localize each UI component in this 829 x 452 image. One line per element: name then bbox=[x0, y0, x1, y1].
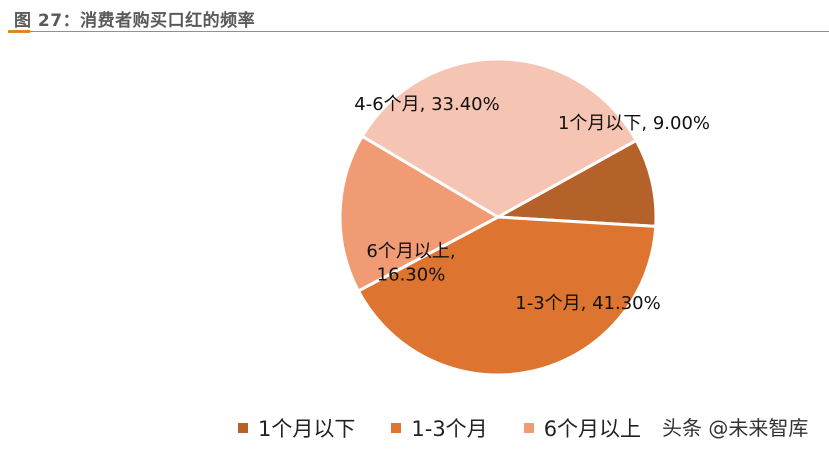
chart-legend: 1个月以下 1-3个月 6个月以上 bbox=[238, 412, 677, 444]
watermark-text: 头条 @未来智库 bbox=[662, 416, 809, 440]
legend-label: 1个月以下 bbox=[258, 417, 356, 441]
title-rule bbox=[8, 31, 829, 32]
pie-slice-1-3-months bbox=[356, 215, 658, 377]
slice-data-label: 6个月以上, 16.30% bbox=[366, 241, 455, 285]
pie-slice-over-6-months bbox=[338, 134, 500, 293]
legend-label: 6个月以上 bbox=[543, 417, 642, 441]
legend-label: 1-3个月 bbox=[411, 417, 488, 441]
pie-slice-4-6-months bbox=[360, 57, 638, 219]
legend-swatch bbox=[391, 423, 402, 433]
legend-swatch bbox=[523, 423, 534, 433]
legend-swatch bbox=[238, 423, 248, 433]
legend-item-over-6-months: 6个月以上 bbox=[523, 413, 642, 443]
figure-title: 图 27：消费者购买口红的频率 bbox=[14, 11, 256, 31]
slice-data-label: 1个月以下, 9.00% bbox=[558, 113, 710, 134]
slice-data-label: 4-6个月, 33.40% bbox=[354, 94, 499, 115]
legend-item-1-3-months: 1-3个月 bbox=[391, 413, 488, 443]
pie-slice-under-1-month bbox=[496, 138, 658, 228]
legend-item-under-1-month: 1个月以下 bbox=[238, 413, 355, 443]
slice-data-label: 1-3个月, 41.30% bbox=[515, 293, 660, 314]
figure-header: 图 27：消费者购买口红的频率 bbox=[0, 0, 829, 33]
